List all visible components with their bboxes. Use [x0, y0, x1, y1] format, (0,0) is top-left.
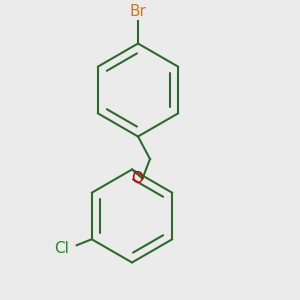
- Text: O: O: [131, 171, 143, 186]
- Text: Br: Br: [130, 4, 146, 20]
- Text: Cl: Cl: [54, 241, 69, 256]
